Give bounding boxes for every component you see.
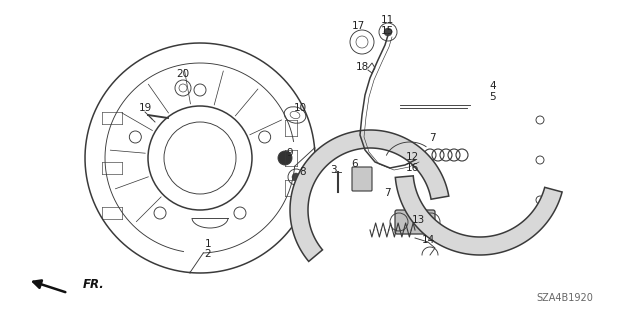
Text: 7: 7 xyxy=(429,133,435,143)
Text: 6: 6 xyxy=(352,159,358,169)
Text: 16: 16 xyxy=(405,163,419,173)
Text: 4: 4 xyxy=(490,81,496,91)
Circle shape xyxy=(278,151,292,165)
Text: 8: 8 xyxy=(300,167,307,177)
Text: 3: 3 xyxy=(330,165,336,175)
FancyBboxPatch shape xyxy=(395,210,435,234)
FancyArrowPatch shape xyxy=(33,280,65,292)
Text: 19: 19 xyxy=(138,103,152,113)
Text: FR.: FR. xyxy=(83,278,105,291)
Text: 5: 5 xyxy=(490,92,496,102)
Text: 11: 11 xyxy=(380,15,394,25)
Text: 2: 2 xyxy=(205,249,211,259)
FancyBboxPatch shape xyxy=(352,167,372,191)
Circle shape xyxy=(292,173,300,181)
Text: 18: 18 xyxy=(355,62,369,72)
Text: 14: 14 xyxy=(421,235,435,245)
Polygon shape xyxy=(290,130,449,262)
Text: 20: 20 xyxy=(177,69,189,79)
Text: 9: 9 xyxy=(287,148,293,158)
Text: 17: 17 xyxy=(351,21,365,31)
Text: 10: 10 xyxy=(293,103,307,113)
Text: 13: 13 xyxy=(412,215,424,225)
Text: 1: 1 xyxy=(205,239,211,249)
Text: 15: 15 xyxy=(380,26,394,36)
Text: 7: 7 xyxy=(384,188,390,198)
Text: 12: 12 xyxy=(405,152,419,162)
Text: SZA4B1920: SZA4B1920 xyxy=(536,293,593,303)
Circle shape xyxy=(384,28,392,36)
Polygon shape xyxy=(396,176,562,255)
